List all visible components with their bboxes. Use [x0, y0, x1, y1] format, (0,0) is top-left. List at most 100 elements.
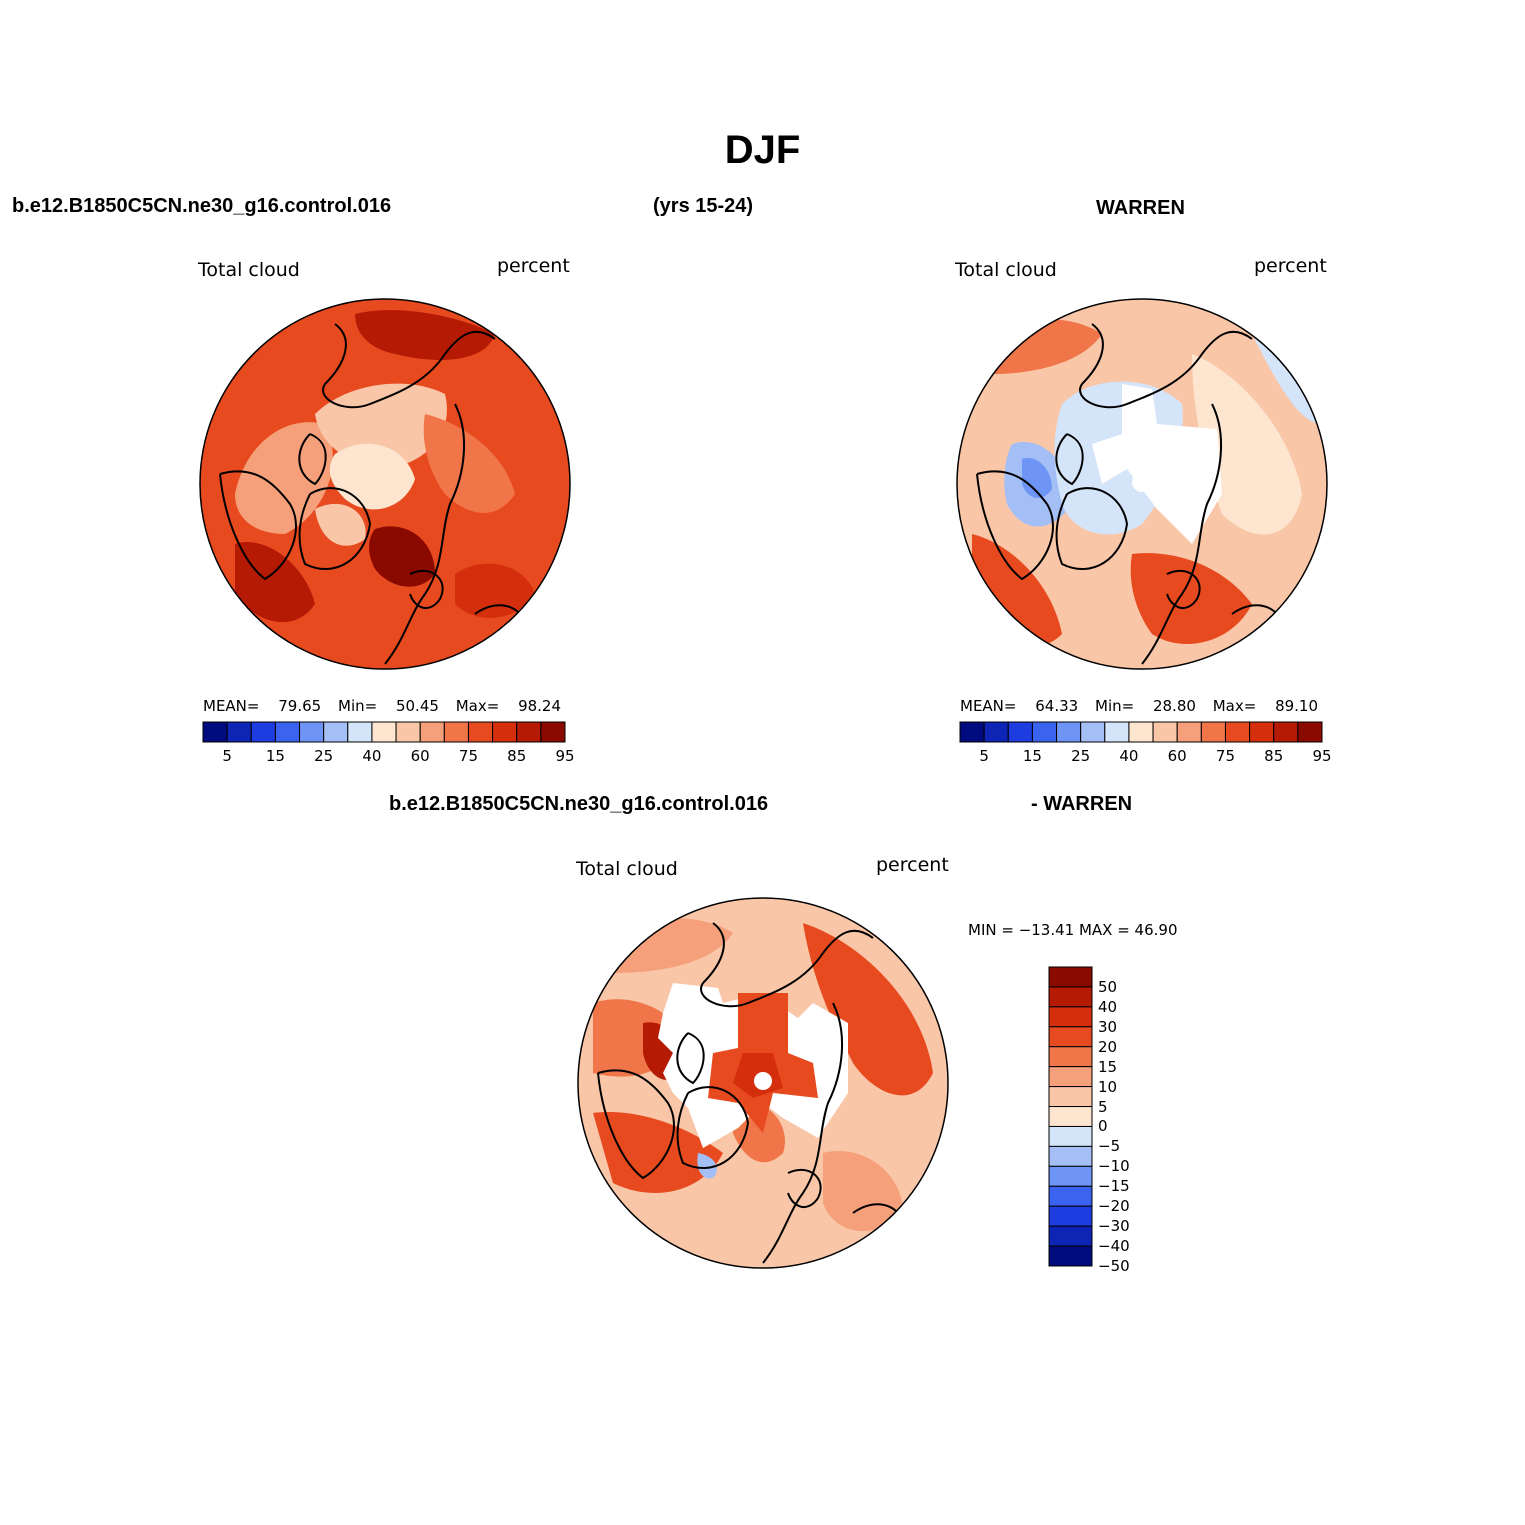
obs-mean-value: 64.33 — [1035, 697, 1079, 715]
colorbar-swatch — [1048, 1066, 1093, 1088]
obs-min-label: Min= — [1095, 697, 1135, 715]
colorbar-tick-label: 40 — [362, 747, 382, 765]
colorbar-tick-label: 60 — [1167, 747, 1187, 765]
obs-min-value: 28.80 — [1152, 697, 1196, 715]
colorbar-tick-label: 0 — [1098, 1117, 1108, 1136]
obs-polar-map — [956, 298, 1328, 670]
colorbar-swatch — [1007, 721, 1033, 743]
colorbar-tick-label: −40 — [1098, 1237, 1130, 1256]
obs-coastlines — [976, 323, 1283, 665]
colorbar-swatch — [1048, 1086, 1093, 1108]
diff-field-pole-hole — [754, 1072, 772, 1090]
obs-field-pole-hole — [1132, 472, 1152, 492]
right-header: WARREN — [1096, 197, 1185, 219]
diff-variable-label: Total cloud — [576, 858, 678, 880]
colorbar-tick-label: −50 — [1098, 1257, 1130, 1275]
colorbar-swatch — [1176, 721, 1202, 743]
diff-field-salmon-se — [823, 1151, 903, 1232]
colorbar-tick-label: 95 — [555, 747, 575, 765]
colorbar-swatch — [540, 721, 566, 743]
colorbar-swatch — [983, 721, 1009, 743]
colorbar-swatch — [274, 721, 301, 743]
colorbar-swatch — [395, 721, 421, 743]
colorbar-tick-label: 95 — [1312, 747, 1332, 765]
colorbar-swatch — [1048, 966, 1093, 988]
obs-colorbar-ticks: 5 15 25 40 60 75 85 95 — [960, 747, 1331, 767]
diff-field-red-ne — [803, 923, 933, 1096]
model-mean-label: MEAN= — [203, 697, 260, 715]
colorbar-swatch — [419, 721, 445, 743]
obs-colorbar — [959, 721, 1323, 743]
obs-stats: MEAN= 64.33 Min= 28.80 Max= 89.10 — [960, 697, 1318, 715]
colorbar-tick-label: 60 — [410, 747, 430, 765]
center-header: (yrs 15-24) — [653, 195, 754, 217]
colorbar-tick-label: 40 — [1098, 997, 1118, 1016]
colorbar-swatch — [1048, 1026, 1093, 1048]
obs-field-paleblue-ne — [1252, 334, 1322, 424]
colorbar-swatch — [1080, 721, 1106, 743]
colorbar-swatch — [299, 721, 325, 743]
colorbar-tick-label: 40 — [1119, 747, 1139, 765]
colorbar-tick-label: 5 — [979, 747, 989, 765]
colorbar-swatch — [1048, 1106, 1093, 1127]
colorbar-tick-label: 75 — [458, 747, 478, 765]
model-stats: MEAN= 79.65 Min= 50.45 Max= 98.24 — [203, 697, 561, 715]
diff-minmax: MIN = −13.41 MAX = 46.90 — [968, 921, 1178, 939]
colorbar-swatch — [371, 721, 397, 743]
colorbar-swatch — [1048, 1185, 1093, 1207]
diff-coastlines — [597, 922, 904, 1264]
colorbar-swatch — [1128, 721, 1154, 743]
colorbar-swatch — [1048, 1205, 1093, 1227]
model-map-border — [199, 298, 571, 670]
colorbar-swatch — [1056, 721, 1082, 743]
colorbar-tick-label: −10 — [1098, 1157, 1130, 1176]
model-max-label: Max= — [455, 697, 500, 715]
model-min-label: Min= — [338, 697, 378, 715]
colorbar-tick-label: 85 — [1264, 747, 1284, 765]
colorbar-swatch — [226, 721, 252, 743]
diff-units-label: percent — [876, 854, 949, 876]
colorbar-swatch — [1249, 721, 1275, 743]
colorbar-tick-label: 50 — [1098, 977, 1118, 996]
colorbar-tick-label: 25 — [314, 747, 334, 765]
colorbar-swatch — [1048, 1245, 1093, 1267]
diff-field-blue-patch — [697, 1153, 718, 1179]
diff-polar-map — [577, 897, 949, 1269]
bottom-header-left: b.e12.B1850C5CN.ne30_g16.control.016 — [389, 793, 769, 815]
obs-units-label: percent — [1254, 255, 1327, 277]
diff-colorbar — [1048, 966, 1093, 1267]
colorbar-swatch — [1048, 1125, 1093, 1147]
model-field-darkred-n — [355, 310, 495, 360]
colorbar-swatch — [1224, 721, 1251, 743]
colorbar-swatch — [323, 721, 349, 743]
colorbar-tick-label: −20 — [1098, 1197, 1130, 1216]
obs-field-red-atlantic — [1130, 553, 1252, 644]
model-colorbar — [202, 721, 566, 743]
colorbar-swatch — [1152, 721, 1178, 743]
obs-field-blue-archipelago — [1022, 458, 1052, 499]
colorbar-tick-label: 5 — [222, 747, 232, 765]
model-coastlines — [219, 323, 526, 665]
colorbar-tick-label: −30 — [1098, 1217, 1130, 1236]
model-field-red-se — [455, 563, 535, 618]
model-field-greenland — [315, 503, 366, 546]
colorbar-tick-label: 15 — [1022, 747, 1042, 765]
model-mean-value: 79.65 — [278, 697, 322, 715]
bottom-header-right: - WARREN — [1031, 793, 1133, 815]
colorbar-swatch — [1297, 721, 1323, 743]
colorbar-swatch — [1048, 1046, 1093, 1068]
colorbar-swatch — [1200, 721, 1226, 743]
model-units-label: percent — [497, 255, 570, 277]
colorbar-swatch — [516, 721, 542, 743]
obs-map-border — [956, 298, 1328, 670]
diff-map-border — [577, 897, 949, 1269]
model-variable-label: Total cloud — [198, 259, 300, 281]
colorbar-tick-label: −15 — [1098, 1177, 1130, 1196]
colorbar-tick-label: 75 — [1215, 747, 1235, 765]
colorbar-tick-label: 25 — [1071, 747, 1091, 765]
colorbar-swatch — [1273, 721, 1299, 743]
colorbar-swatch — [202, 721, 228, 743]
model-field-salmon-w — [235, 422, 333, 534]
colorbar-swatch — [959, 721, 985, 743]
model-polar-map — [199, 298, 571, 670]
